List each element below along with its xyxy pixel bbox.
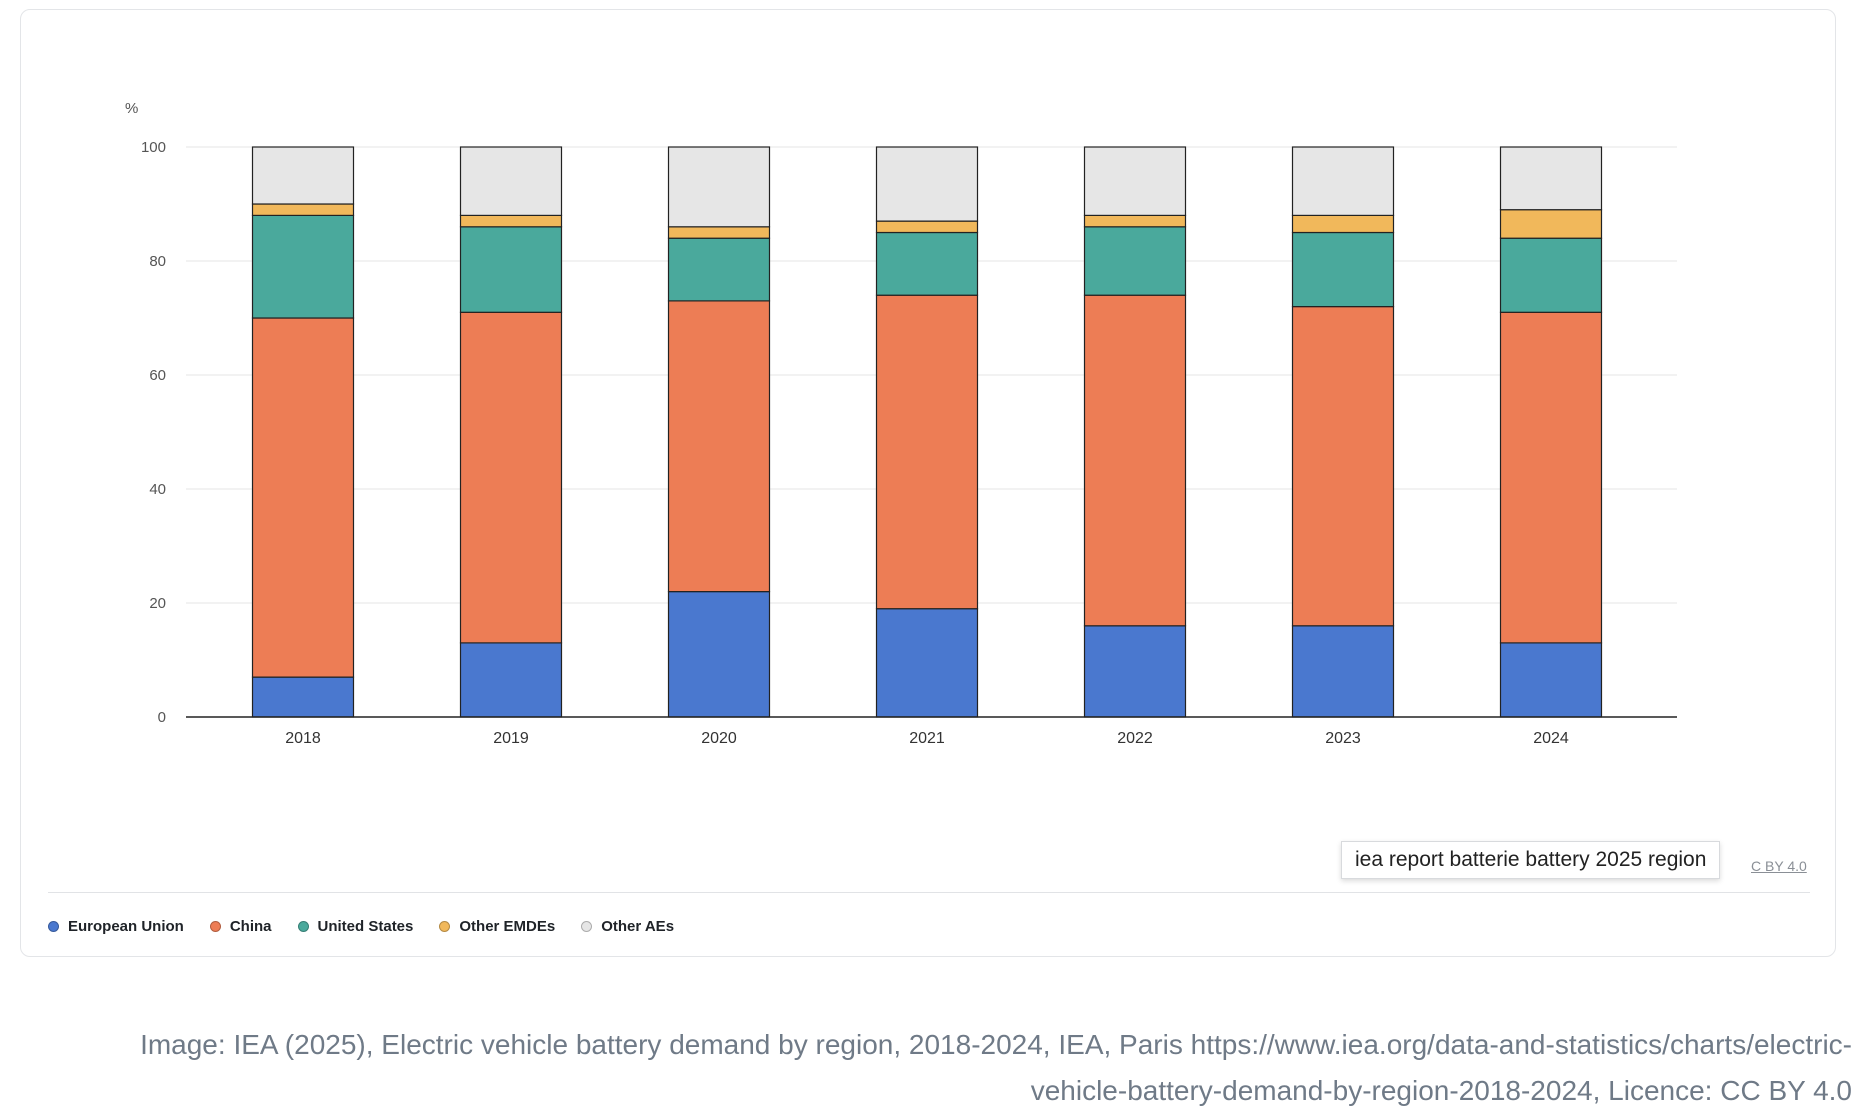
y-unit-label: %: [125, 100, 138, 117]
bar-segment: [459, 311, 563, 644]
bar-segment: [667, 237, 771, 302]
bar-segment: [1291, 231, 1395, 308]
bar-segment: [1499, 209, 1603, 239]
y-tick-label: 60: [149, 367, 166, 384]
y-tick-label: 80: [149, 253, 166, 270]
x-tick-label: 2021: [909, 730, 945, 747]
y-tick-label: 20: [149, 595, 166, 612]
bar-segment: [1291, 625, 1395, 718]
legend-swatch: [297, 921, 309, 932]
bar-segment: [1083, 226, 1187, 296]
bar-segment: [875, 294, 979, 610]
bar-segment: [1291, 306, 1395, 627]
bar-segment: [1083, 625, 1187, 718]
bar-segment: [667, 590, 771, 718]
bar-segment: [459, 146, 563, 217]
bar-segment: [875, 231, 979, 296]
bar-segment: [1499, 237, 1603, 313]
tooltip: iea report batterie battery 2025 region: [1341, 841, 1721, 879]
legend-item[interactable]: Other EMDEs: [439, 918, 555, 935]
legend-swatch: [439, 921, 451, 932]
bar-segment: [1499, 642, 1603, 718]
bar-segment: [459, 214, 563, 228]
y-tick-label: 40: [149, 481, 166, 498]
bar-segment: [251, 203, 355, 216]
x-tick-label: 2019: [493, 730, 529, 747]
licence-link[interactable]: C BY 4.0: [1751, 858, 1807, 874]
x-tick-label: 2022: [1117, 730, 1153, 747]
bar-segment: [1083, 146, 1187, 217]
x-tick-label: 2023: [1325, 730, 1361, 747]
y-tick-label: 0: [158, 709, 166, 726]
bar-segment: [459, 226, 563, 313]
legend-label: China: [229, 918, 272, 935]
chart-card: 0 20 40 60 80 100% 2018 2019 2020 2021 2022 2023 202…: [20, 9, 1836, 957]
legend-item[interactable]: European Union: [48, 918, 184, 935]
legend-label: Other AEs: [601, 918, 675, 935]
legend-item[interactable]: China: [209, 918, 272, 935]
y-tick-label: 100: [141, 139, 166, 156]
x-tick-label: 2024: [1533, 730, 1569, 747]
chart-plot: 0 20 40 60 80 100% 2018 2019 2020 2021 2022 2023 202…: [125, 100, 1677, 747]
legend-item[interactable]: Other AEs: [581, 918, 674, 935]
bar-segment: [1499, 146, 1603, 211]
legend-swatch: [48, 921, 59, 932]
chart-legend: European Union China United States Other EM…: [48, 918, 674, 935]
bar-segment: [875, 220, 979, 234]
image-caption: Image: IEA (2025), Electric vehicle batt…: [140, 1029, 1852, 1106]
bar-segment: [251, 317, 355, 678]
bar-segment: [459, 642, 563, 718]
bar-segment: [1083, 214, 1187, 228]
bar-segment: [1291, 146, 1395, 217]
bar-segment: [1291, 214, 1395, 234]
legend-swatch: [581, 921, 593, 932]
bar-segment: [667, 300, 771, 593]
bar-segment: [251, 676, 355, 718]
legend-swatch: [209, 921, 221, 932]
legend-label: Other EMDEs: [459, 918, 556, 935]
bar-segment: [667, 146, 771, 228]
bar-segment: [667, 226, 771, 239]
x-tick-label: 2018: [285, 730, 321, 747]
bar-segment: [875, 608, 979, 718]
bar-segment: [1083, 294, 1187, 627]
bar-segment: [1499, 311, 1603, 644]
legend-label: United States: [317, 918, 414, 935]
legend-label: European Union: [68, 918, 184, 935]
legend-divider: [48, 892, 1810, 893]
bar-segment: [251, 214, 355, 319]
bar-segment: [251, 146, 355, 205]
bar-segment: [875, 146, 979, 222]
x-tick-label: 2020: [701, 730, 737, 747]
legend-item[interactable]: United States: [297, 918, 414, 935]
